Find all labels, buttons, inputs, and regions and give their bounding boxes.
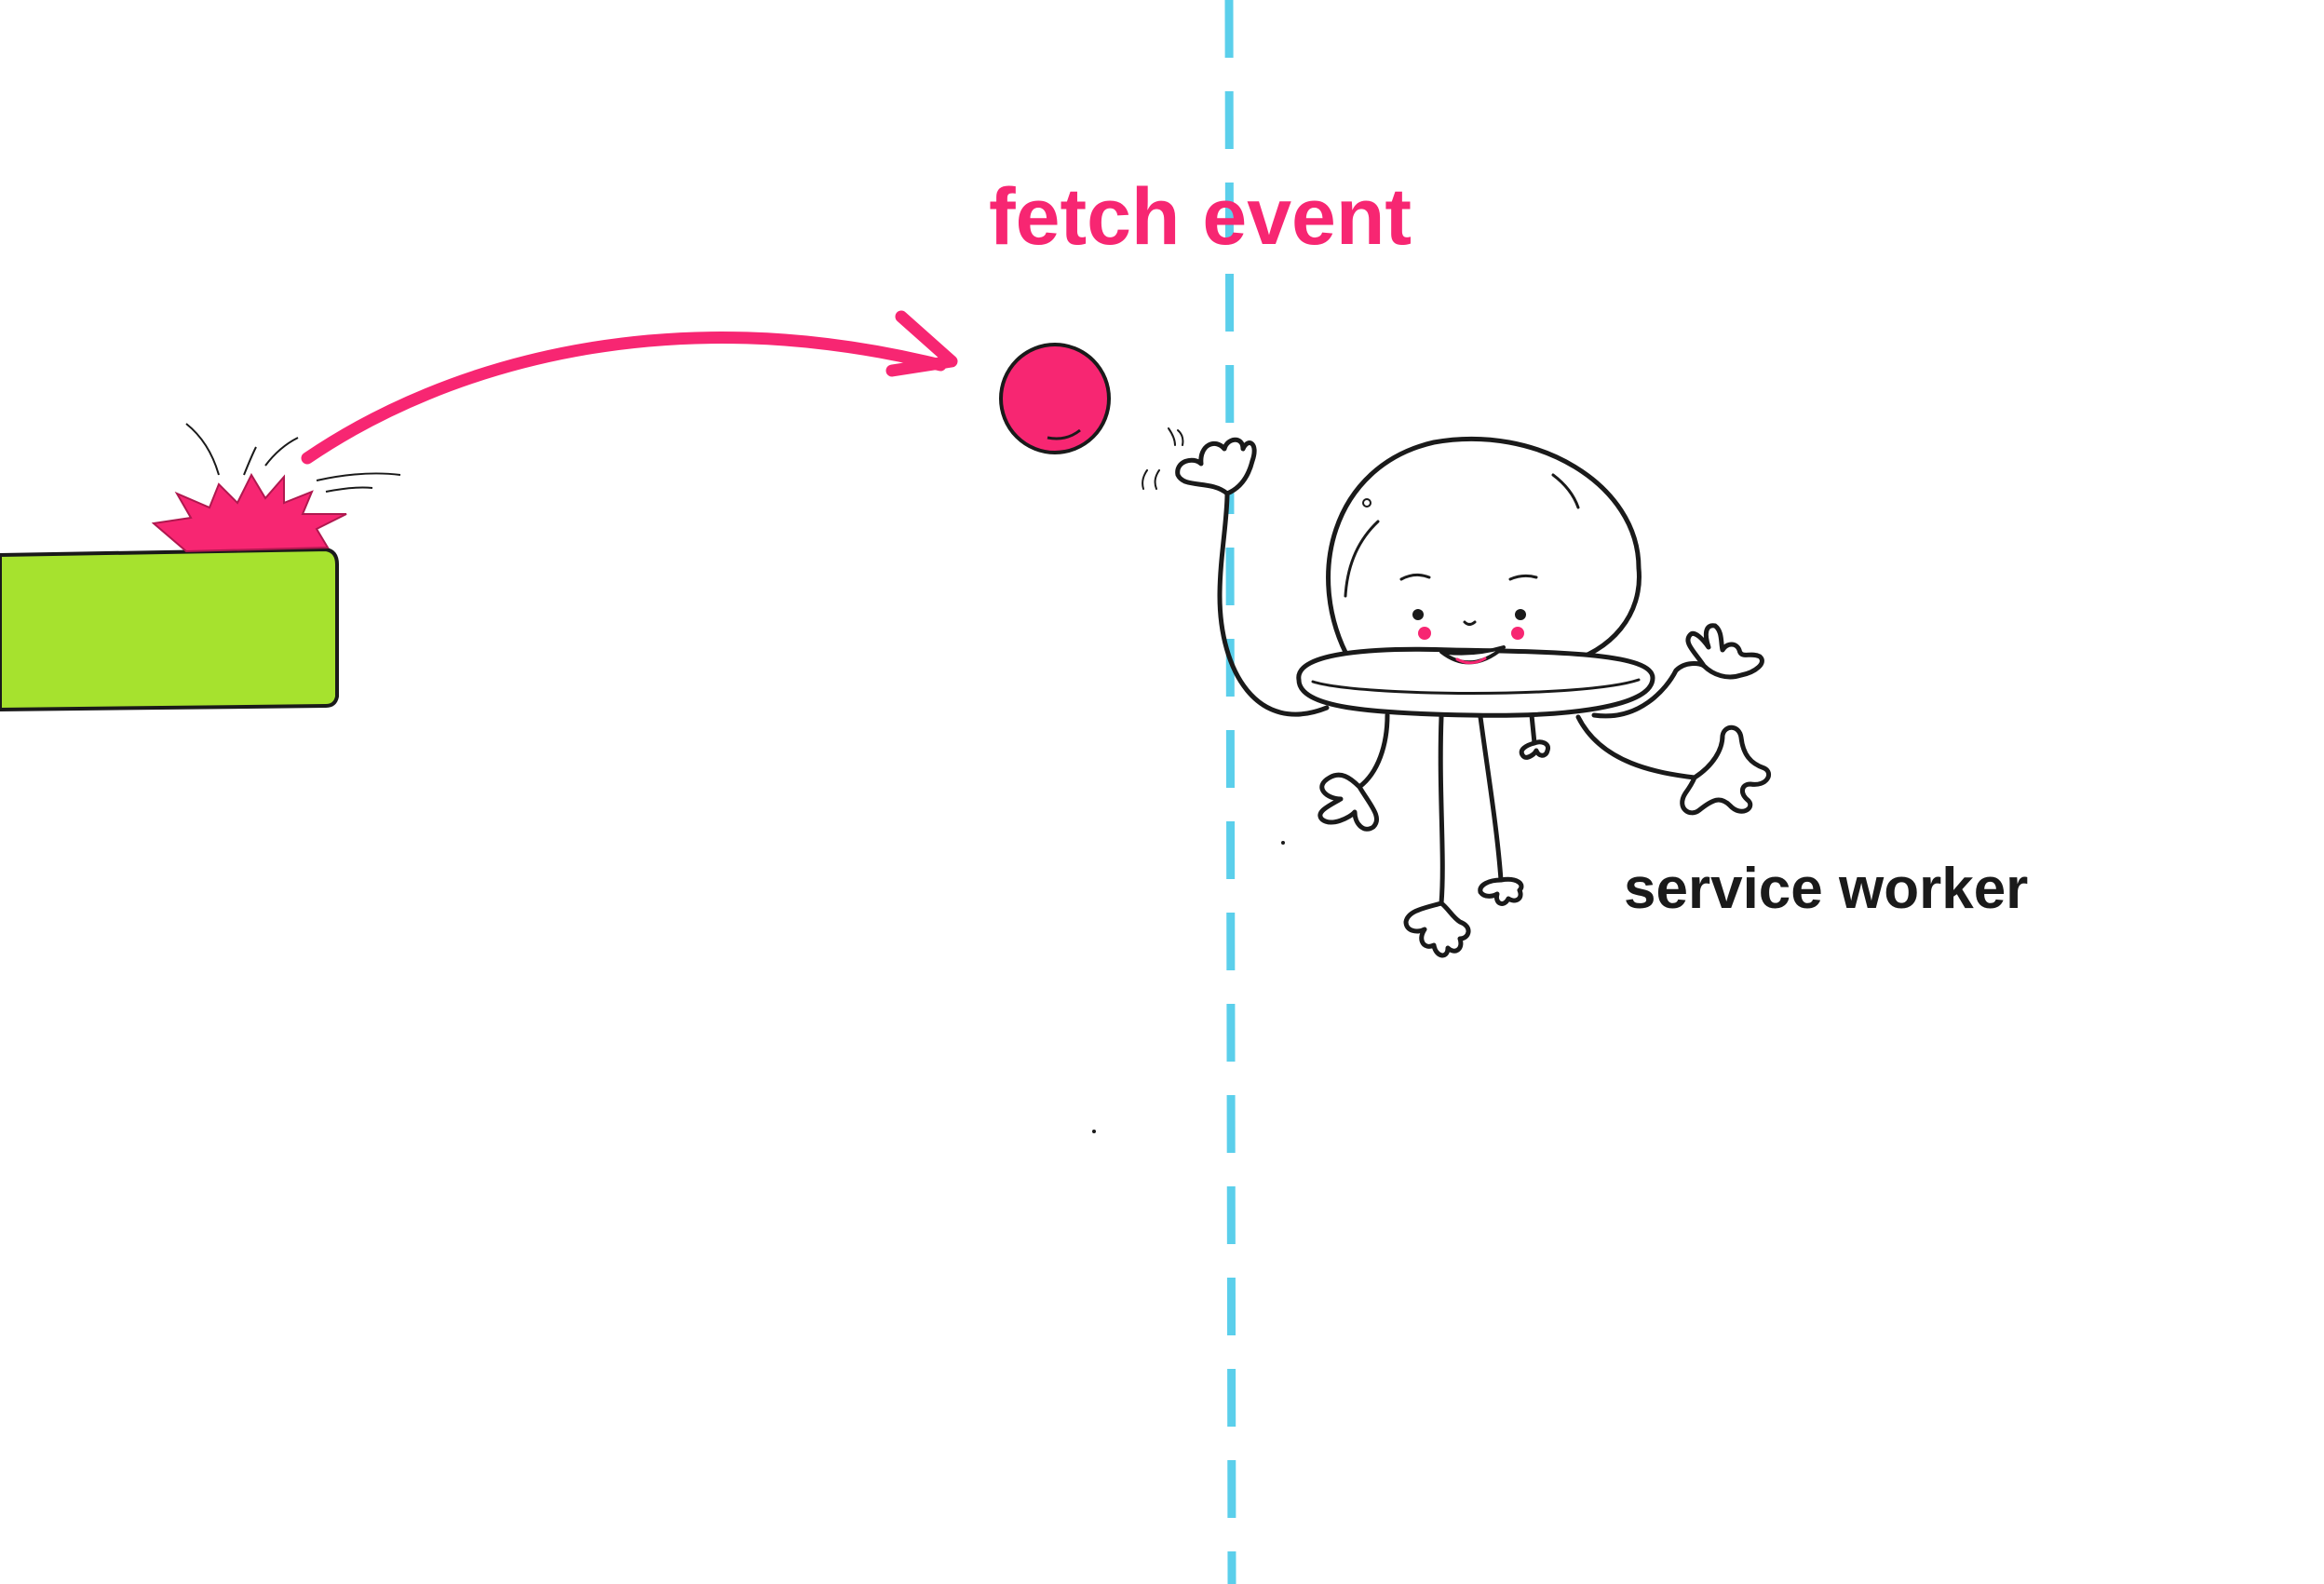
service-worker-character xyxy=(1092,427,1771,1133)
fetch-event-label: fetch event xyxy=(989,172,1412,262)
boundary-dashed-line xyxy=(1224,0,1236,1584)
curved-arrow-icon xyxy=(301,310,958,465)
character-brim xyxy=(1296,646,1655,718)
pink-splash-icon xyxy=(151,423,401,553)
character-head xyxy=(1326,436,1642,666)
service-worker-label: service worker xyxy=(1624,857,2028,921)
green-platform xyxy=(0,547,339,712)
pink-ball-icon xyxy=(999,343,1111,454)
